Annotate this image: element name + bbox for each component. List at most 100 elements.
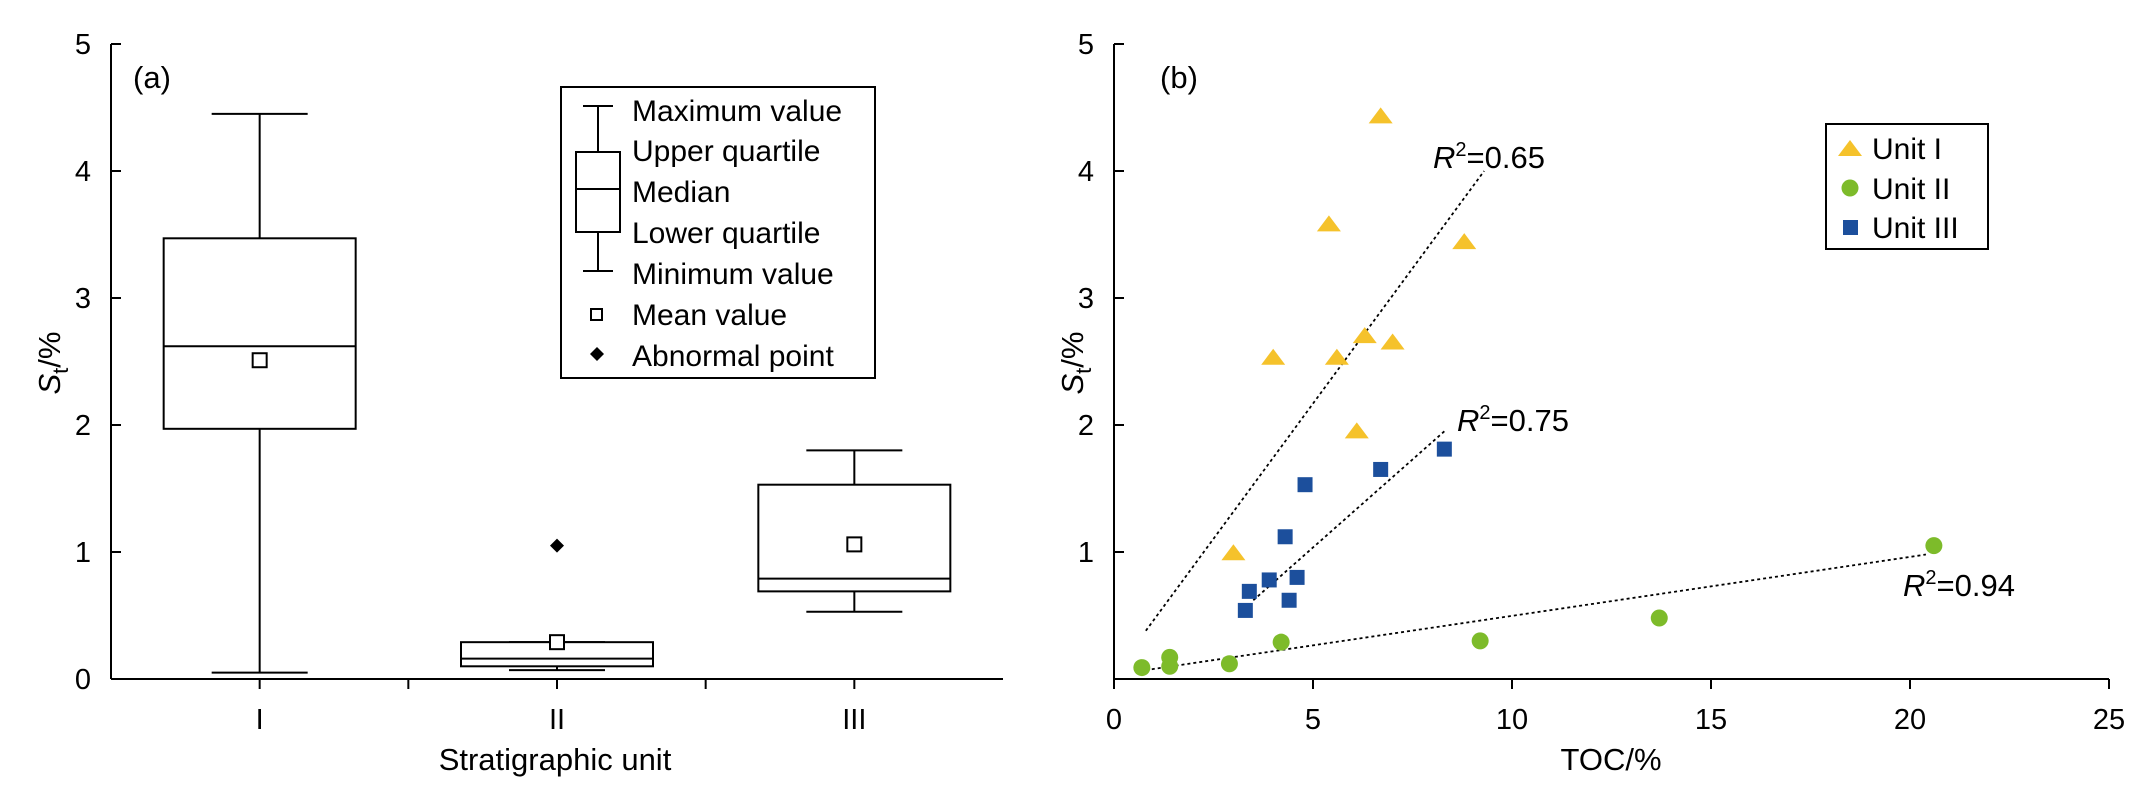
point-unit-ii-3 — [1220, 655, 1238, 673]
point-unit-i-4 — [1380, 333, 1405, 350]
legend-max-label: Maximum value — [632, 95, 842, 128]
point-unit-i-1 — [1316, 215, 1341, 232]
point-unit-i-0 — [1368, 107, 1393, 124]
point-unit-i-3 — [1352, 327, 1377, 344]
box-unit-III — [757, 449, 952, 613]
r2-label-unit-i: R2=0.65 — [1433, 139, 1545, 175]
panel-b-points — [1133, 107, 1943, 677]
legend-median-label: Median — [632, 176, 730, 209]
legend-q1-label: Lower quartile — [632, 217, 820, 250]
legend-unit-ii-marker — [1841, 179, 1859, 197]
a-ytick-label-2: 2 — [75, 410, 91, 442]
abnormal-point-unit-II-0 — [550, 538, 564, 553]
box-unit-II — [460, 538, 654, 672]
legend-min-label: Minimum value — [632, 258, 834, 291]
panel-b-y-title-sub: t — [1071, 368, 1096, 374]
mean-marker-unit-I — [251, 352, 268, 369]
legend-abnormal-label: Abnormal point — [632, 340, 834, 373]
panel-b-x-ticks: 0 5 10 15 20 25 — [1106, 679, 2125, 736]
point-unit-i-5 — [1261, 348, 1286, 365]
a-ytick-label-4: 4 — [75, 156, 91, 188]
iqr-box-unit-III — [757, 483, 952, 593]
mean-marker-unit-II — [549, 634, 565, 651]
point-unit-iii-6 — [1241, 583, 1257, 599]
panel-a-boxes — [162, 112, 952, 674]
point-unit-iii-7 — [1281, 592, 1297, 608]
panel-a-x-axis-title: Stratigraphic unit — [439, 742, 672, 777]
fit-line-unit-i — [1145, 170, 1485, 632]
panel-b-y-title-base: S — [1055, 374, 1090, 395]
legend-q3-label: Upper quartile — [632, 135, 820, 168]
legend-unit-iii-label: Unit III — [1872, 212, 1959, 245]
panel-b-label: (b) — [1160, 60, 1198, 95]
mean-marker-unit-III — [846, 536, 863, 553]
panel-b-legend: Unit I Unit II Unit III — [1825, 123, 1989, 250]
point-unit-iii-5 — [1289, 569, 1305, 585]
panel-a-y-title-base: S — [32, 374, 67, 395]
fit-line-unit-ii — [1145, 553, 1927, 672]
legend-unit-i-label: Unit I — [1872, 133, 1942, 166]
point-unit-ii-4 — [1272, 633, 1290, 651]
a-xtick-label-II: II — [549, 704, 565, 736]
panel-b-y-title-suffix: /% — [1055, 332, 1090, 368]
panel-b-fit-lines — [1145, 170, 1927, 672]
point-unit-i-8 — [1221, 544, 1246, 561]
panel-b-x-axis-title: TOC/% — [1560, 742, 1661, 777]
legend-mean-marker — [590, 308, 603, 321]
fit-line-unit-iii — [1252, 430, 1445, 601]
b-xtick-label-5: 5 — [1305, 704, 1321, 736]
point-unit-i-2 — [1452, 233, 1477, 250]
point-unit-ii-5 — [1471, 632, 1489, 650]
a-ytick-label-1: 1 — [75, 537, 91, 569]
panel-b-y-ticks: 1 2 3 4 5 — [1078, 29, 1124, 569]
legend-unit-iii-marker — [1843, 220, 1858, 235]
b-xtick-label-25: 25 — [2093, 704, 2125, 736]
a-ytick-label-3: 3 — [75, 283, 91, 315]
panel-a-y-title-sub: t — [48, 368, 73, 374]
point-unit-i-6 — [1324, 348, 1349, 365]
a-xtick-label-I: I — [256, 704, 264, 736]
a-ytick-label-0: 0 — [75, 664, 91, 696]
box-unit-I — [162, 112, 357, 674]
point-unit-iii-3 — [1277, 529, 1293, 545]
r2-label-unit-ii: R2=0.94 — [1903, 567, 2015, 603]
panel-a-y-title-suffix: /% — [32, 332, 67, 368]
legend-box-glyph — [575, 151, 621, 233]
b-ytick-label-2: 2 — [1078, 410, 1094, 442]
point-unit-i-7 — [1344, 422, 1369, 439]
b-xtick-label-0: 0 — [1106, 704, 1122, 736]
panel-a-x-ticks: I II III — [256, 679, 866, 736]
b-ytick-label-5: 5 — [1078, 29, 1094, 61]
panel-a-y-ticks: 0 1 2 3 4 5 — [75, 29, 121, 696]
iqr-box-unit-I — [162, 237, 357, 430]
point-unit-iii-4 — [1261, 572, 1277, 588]
b-ytick-label-4: 4 — [1078, 156, 1094, 188]
point-unit-ii-0 — [1133, 659, 1151, 677]
a-ytick-label-5: 5 — [75, 29, 91, 61]
b-xtick-label-20: 20 — [1894, 704, 1926, 736]
r2-label-unit-iii: R2=0.75 — [1457, 402, 1569, 438]
point-unit-ii-2 — [1161, 657, 1179, 675]
b-xtick-label-10: 10 — [1496, 704, 1528, 736]
point-unit-iii-2 — [1297, 477, 1313, 493]
panel-b-y-axis-title: St/% — [1055, 332, 1096, 395]
legend-unit-i-marker — [1838, 140, 1862, 156]
panel-a-y-axis-title: St/% — [32, 332, 73, 395]
panel-a-legend: Maximum value Upper quartile Median Lowe… — [560, 86, 876, 379]
a-xtick-label-III: III — [842, 704, 866, 736]
point-unit-iii-1 — [1373, 461, 1389, 477]
point-unit-iii-8 — [1237, 602, 1253, 618]
point-unit-iii-0 — [1436, 441, 1452, 457]
legend-unit-ii-label: Unit II — [1872, 173, 1950, 206]
panel-a-label: (a) — [133, 60, 171, 95]
legend-abnormal-marker — [590, 347, 604, 361]
point-unit-ii-6 — [1650, 609, 1668, 627]
b-ytick-label-1: 1 — [1078, 537, 1094, 569]
b-ytick-label-3: 3 — [1078, 283, 1094, 315]
b-xtick-label-15: 15 — [1695, 704, 1727, 736]
point-unit-ii-7 — [1925, 537, 1943, 555]
